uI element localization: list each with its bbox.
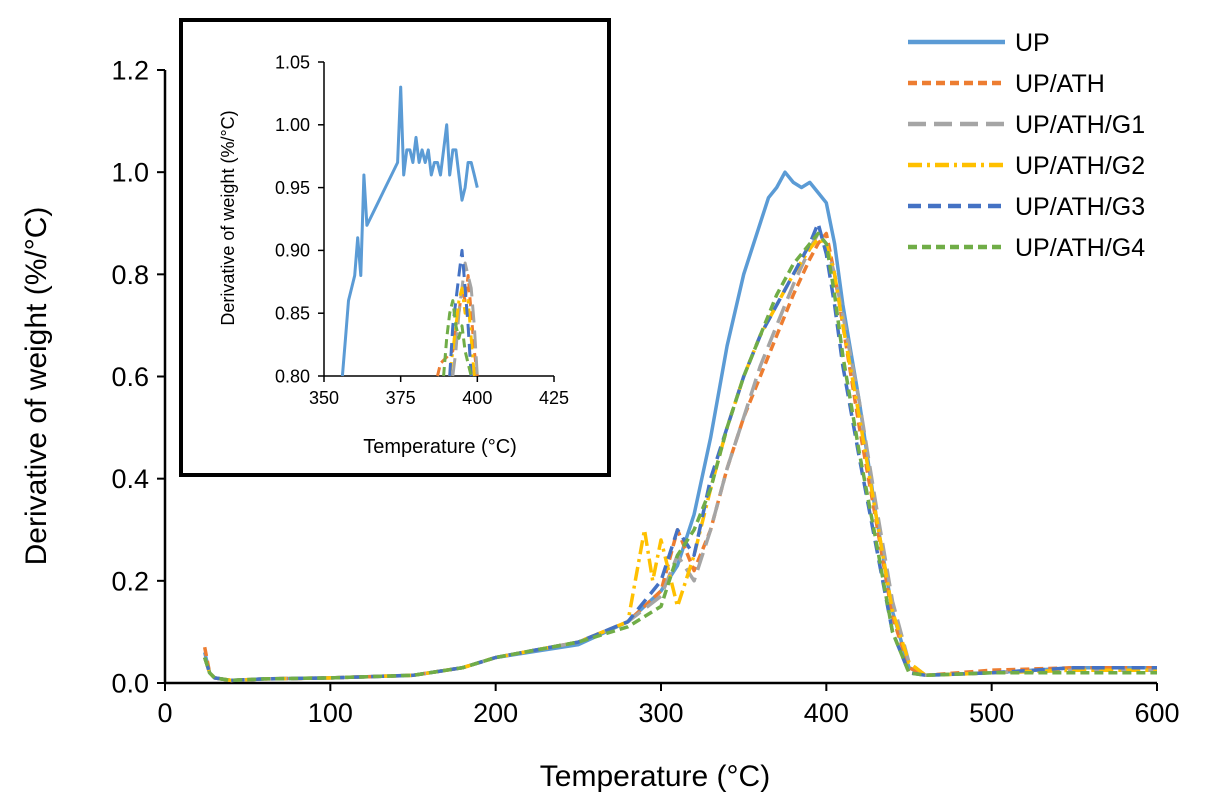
main-y-tick-label: 0.2: [111, 566, 149, 596]
inset-x-tick-label: 350: [309, 388, 339, 408]
main-y-axis-title: Derivative of weight (%/°C): [20, 207, 53, 566]
main-x-tick-label: 100: [308, 698, 353, 728]
main-x-tick-label: 500: [969, 698, 1014, 728]
legend-label: UP: [1015, 29, 1050, 57]
main-y-tick-label: 1.0: [111, 158, 149, 188]
legend-label: UP/ATH/G2: [1015, 152, 1145, 180]
legend-label: UP/ATH: [1015, 70, 1105, 98]
main-series-up-ath-g4: [203, 231, 1157, 683]
legend: UP UP/ATH UP/ATH/G1 UP/ATH/G2 UP/ATH/G3 UP/AT…: [908, 29, 1145, 262]
inset-y-tick-label: 1.05: [275, 52, 310, 72]
inset-series-up: [340, 85, 479, 377]
inset-x-axis-title: Temperature (°C): [363, 436, 517, 458]
inset-y-tick-label: 0.95: [275, 178, 310, 198]
main-y-tick-label: 0.6: [111, 362, 149, 392]
main-y-tick-label: 0.4: [111, 464, 149, 494]
main-y-tick-label: 0.8: [111, 260, 149, 290]
main-x-tick-label: 300: [638, 698, 683, 728]
main-x-tick-label: 400: [804, 698, 849, 728]
inset-chart: 0.80 0.85 0.90 0.95 1.00 1.05 350 375 400 425 Te…: [179, 18, 611, 477]
legend-label: UP/ATH/G1: [1015, 111, 1145, 139]
inset-series-up-ath: [436, 274, 479, 377]
inset-y-axis-title: Derivative of weight (%/°C): [218, 110, 238, 325]
inset-y-ticks: 0.80 0.85 0.90 0.95 1.00 1.05: [275, 52, 324, 386]
main-x-tick-label: 200: [473, 698, 518, 728]
main-plot: 0.0 0.2 0.4 0.6 0.8 1.0 1.2 0 100 200 300 400 500 60…: [20, 55, 1180, 793]
main-x-ticks: 0 100 200 300 400 500 600: [157, 683, 1180, 728]
inset-x-tick-label: 400: [462, 388, 492, 408]
inset-frame: [179, 18, 611, 477]
legend-label: UP/ATH/G3: [1015, 193, 1145, 221]
inset-x-tick-label: 425: [539, 388, 569, 408]
inset-series-up-ath-g4: [442, 299, 473, 377]
main-x-axis-title: Temperature (°C): [540, 760, 770, 793]
inset-x-ticks: 350 375 400 425: [309, 376, 569, 408]
main-x-tick-label: 0: [157, 698, 172, 728]
main-x-tick-label: 600: [1134, 698, 1179, 728]
inset-series-up-ath-g2: [448, 286, 476, 377]
main-y-ticks: 0.0 0.2 0.4 0.6 0.8 1.0 1.2: [111, 55, 165, 698]
main-y-tick-label: 1.2: [111, 55, 149, 85]
main-y-tick-label: 0.0: [111, 668, 149, 698]
inset-series-group: [340, 85, 479, 377]
inset-y-tick-label: 0.80: [275, 366, 310, 386]
inset-x-tick-label: 375: [386, 388, 416, 408]
inset-y-tick-label: 0.90: [275, 241, 310, 261]
main-series-group: [202, 170, 1157, 683]
inset-y-tick-label: 1.00: [275, 115, 310, 135]
legend-label: UP/ATH/G4: [1015, 234, 1145, 262]
inset-y-tick-label: 0.85: [275, 304, 310, 324]
inset-series-up-ath-g1: [451, 261, 479, 377]
